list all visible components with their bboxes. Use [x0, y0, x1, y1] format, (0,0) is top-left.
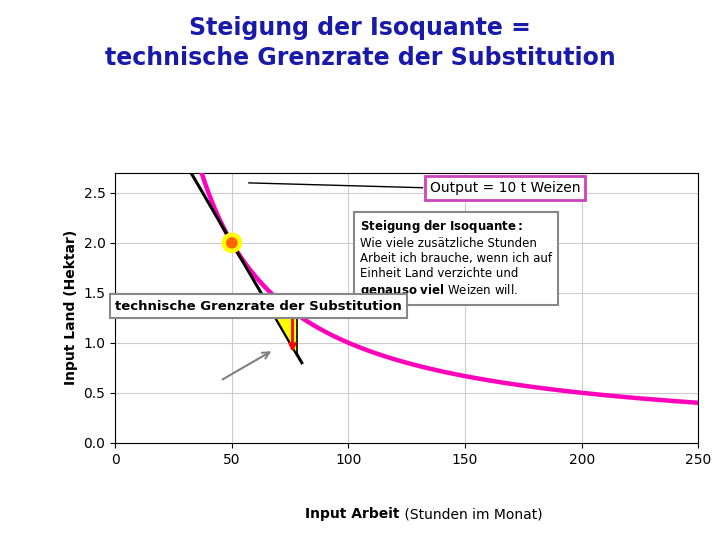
Text: technische Grenzrate der Substitution: technische Grenzrate der Substitution — [115, 300, 402, 313]
Polygon shape — [267, 303, 297, 355]
Text: (Stunden im Monat): (Stunden im Monat) — [400, 507, 542, 521]
Text: $\bf{Steigung\ der\ Isoquante:}$
Wie viele zusätzliche Stunden
Arbeit ich brauch: $\bf{Steigung\ der\ Isoquante:}$ Wie vie… — [360, 218, 552, 299]
Y-axis label: Input Land (Hektar): Input Land (Hektar) — [64, 230, 78, 386]
Point — [226, 239, 238, 247]
Point — [226, 239, 238, 247]
Text: Steigung der Isoquante =
technische Grenzrate der Substitution: Steigung der Isoquante = technische Gren… — [104, 16, 616, 70]
Text: Input Arbeit: Input Arbeit — [305, 507, 400, 521]
Text: Output = 10 t Weizen: Output = 10 t Weizen — [430, 181, 580, 195]
